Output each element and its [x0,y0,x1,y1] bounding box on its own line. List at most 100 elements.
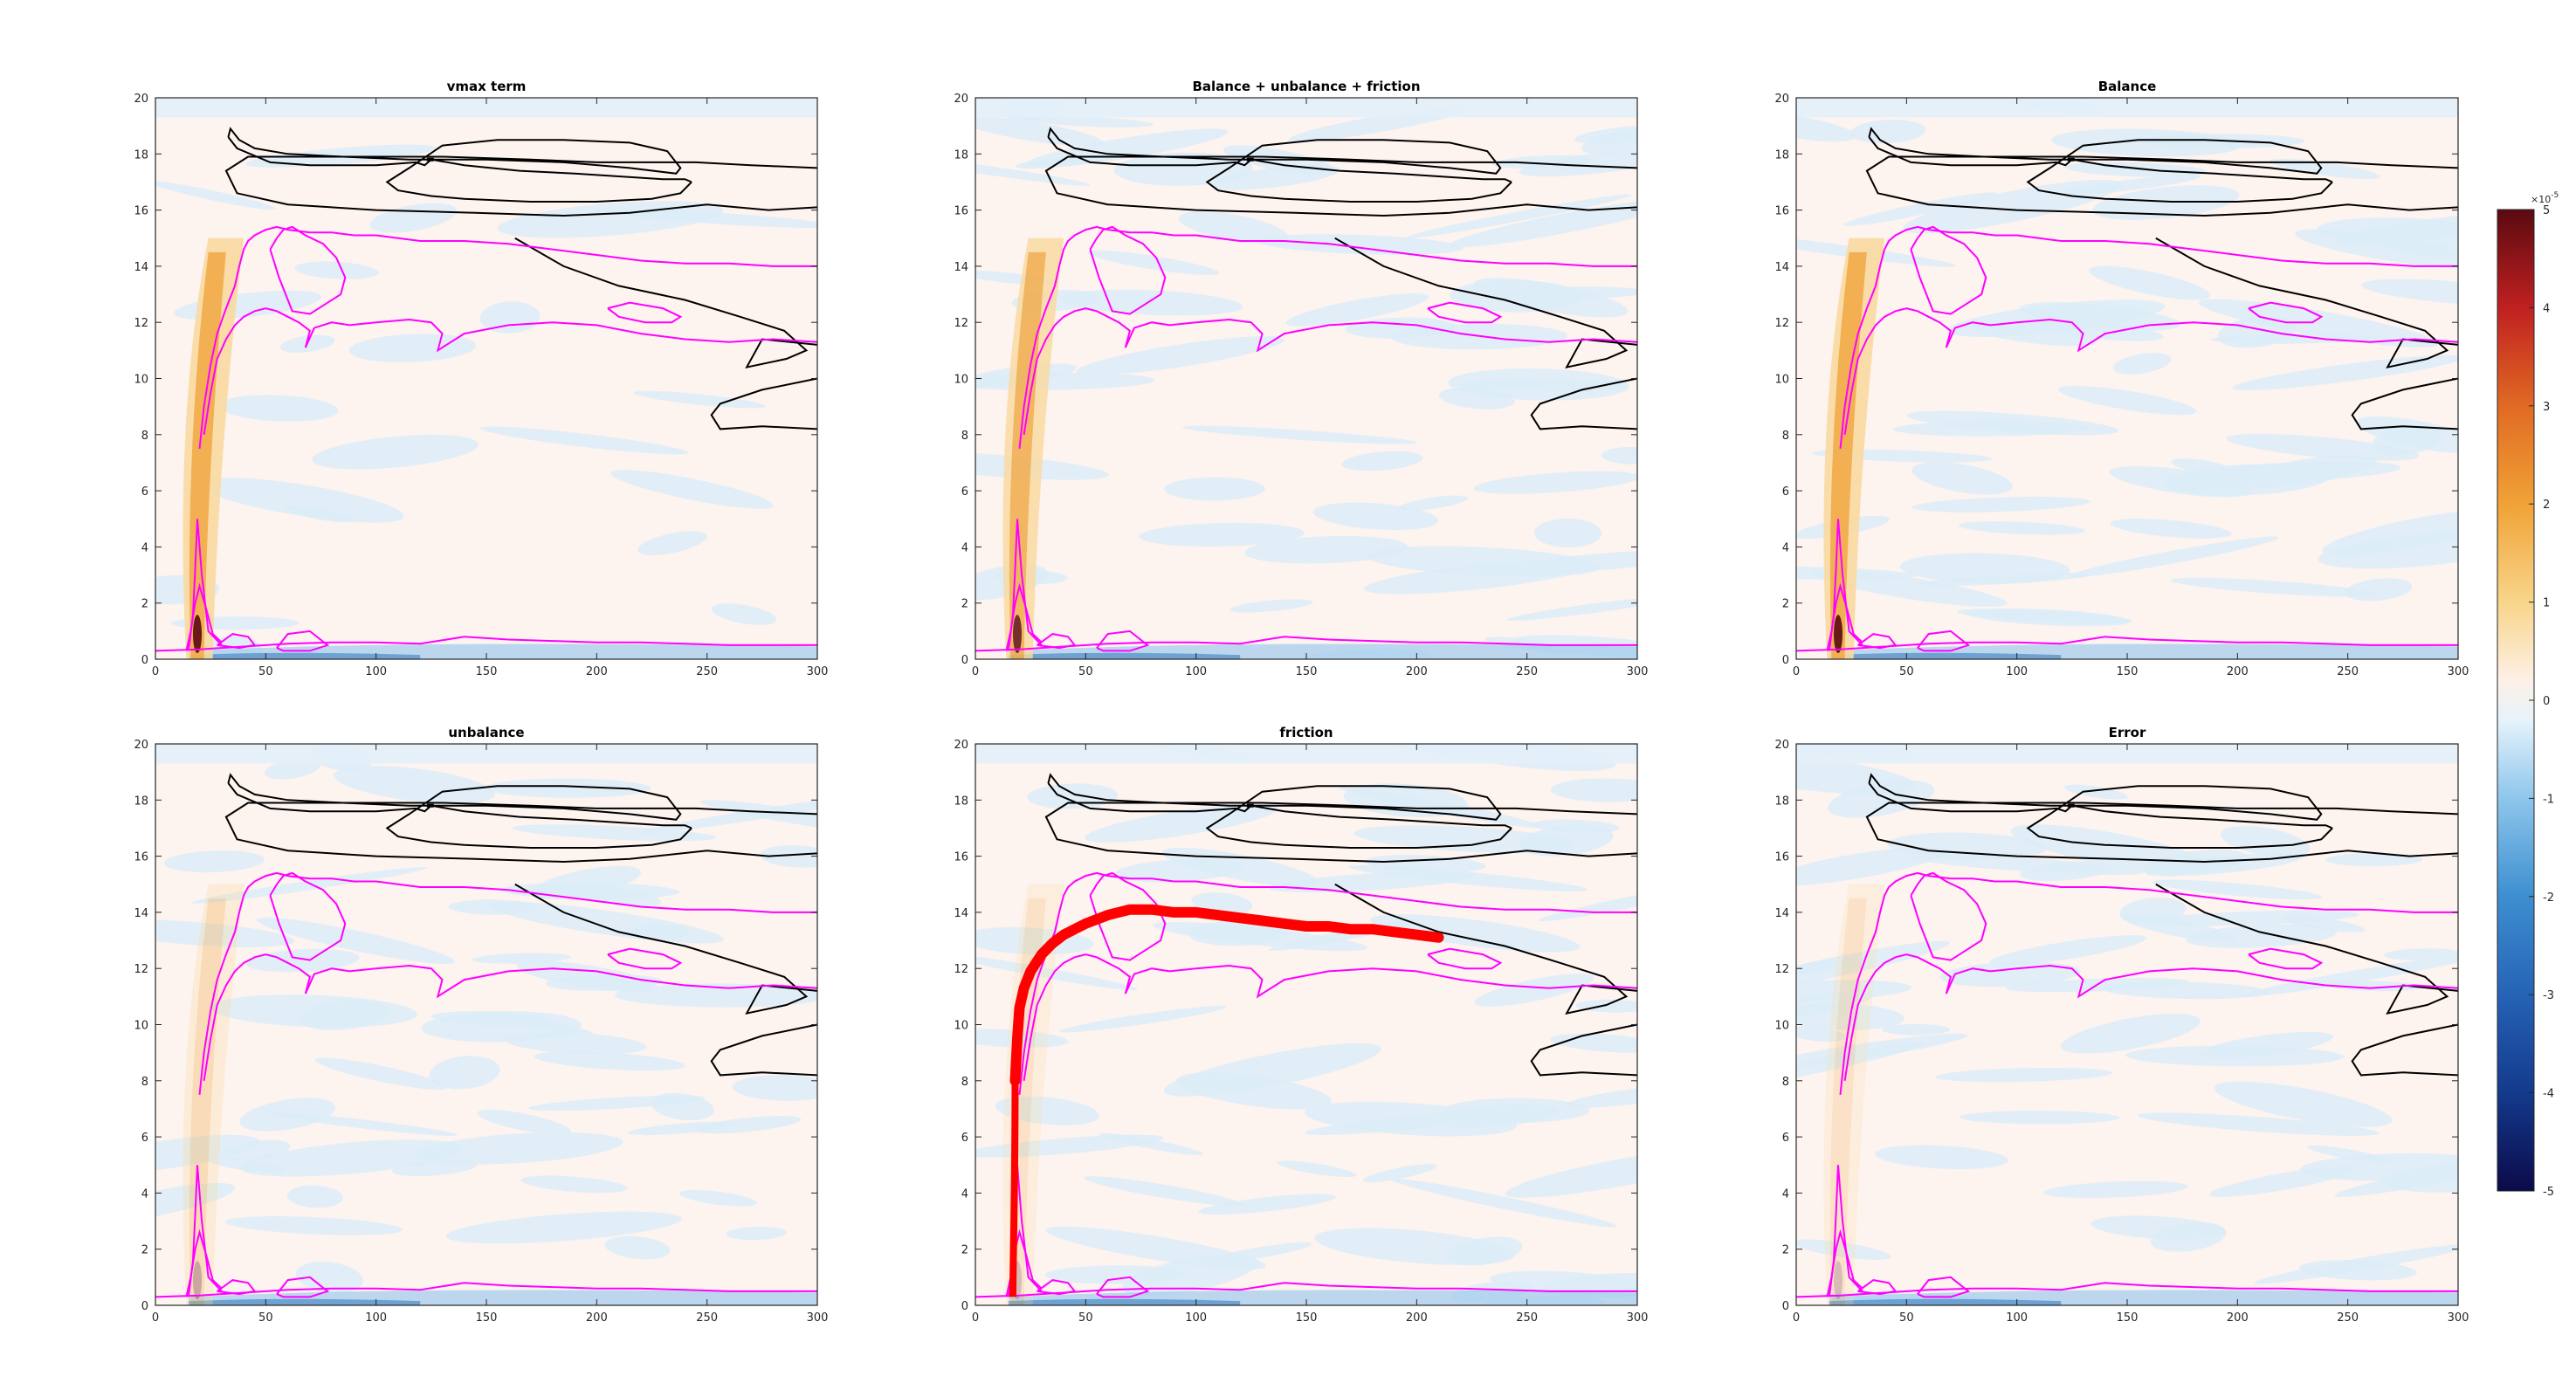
field-streak [1229,599,1313,613]
field-streak [1059,1006,1227,1033]
magenta-contour [276,630,330,652]
black-contour [1530,1023,1638,1077]
field-streak [445,1211,682,1244]
field-streak [1399,495,1468,511]
field-streak [163,850,265,873]
field-streak [2372,425,2442,457]
black-contour [1047,127,1512,203]
magenta-contour [1795,1282,2458,1298]
field-streak [1911,496,2090,513]
black-contour [227,136,692,183]
field-streak [1446,1236,1523,1266]
y-tick-label: 4 [1782,1187,1789,1201]
field-streak [2043,1180,2188,1199]
magenta-contour [1843,953,2459,1081]
field-streak [224,1216,403,1235]
eyewall-plume [1002,237,1064,659]
y-tick-label: 12 [134,963,148,976]
x-tick-label: 150 [476,665,498,678]
field-streak [1565,1084,1637,1108]
field-streak [245,948,360,973]
field-streak [1277,1160,1357,1178]
field-streak [2361,279,2458,306]
field-streak [1139,522,1305,547]
y-tick-label: 18 [1774,148,1789,162]
y-tick-label: 8 [961,430,968,443]
colorbar-tick-label: 2 [2543,499,2550,512]
field-streak [287,1185,343,1208]
magenta-contour [269,225,347,315]
x-tick-label: 150 [2117,1311,2139,1325]
field-streak [1182,425,1418,444]
x-tick-label: 50 [1078,665,1093,678]
field-streak [2058,385,2197,416]
field-streak [711,603,777,625]
y-tick-label: 0 [961,1300,968,1313]
black-contour [710,377,818,430]
field-streak [1989,935,2147,966]
field-streak [1312,502,1439,531]
plume-outer [1823,884,1885,1305]
y-tick-label: 14 [954,907,968,920]
plume-inner [189,251,226,659]
field-streak [2061,1014,2201,1054]
y-tick-label: 2 [1782,598,1789,611]
y-tick-label: 6 [961,485,968,499]
field-streak [596,208,817,228]
field-streak [239,1098,336,1132]
field-streak [1198,1194,1336,1215]
magenta-contour [203,307,818,435]
field-streak [1796,846,1946,886]
black-contour [1530,377,1638,430]
field-streak [1796,991,1871,1017]
field-streak [2241,953,2458,997]
friction-curve [1009,904,1444,1086]
field-streak [2334,1153,2458,1197]
field-streak [2092,185,2240,220]
field-streak [1209,164,1340,190]
black-contour [2155,883,2459,1015]
y-tick-label: 6 [1782,1132,1789,1145]
friction-curve-stem [1009,1080,1019,1297]
y-tick-label: 10 [954,1020,968,1033]
black-contour [1044,155,1638,217]
y-tick-label: 4 [1782,541,1789,554]
x-tick-label: 50 [1078,1311,1093,1325]
panels-layer: 0 50 100 150 200 250 30002468101214161820vmax … [134,79,2469,1325]
panel-friction: 0 50 100 150 200 250 300 0 2 4 6 8 10 12 14 16 18 20 frict… [954,725,1648,1325]
magenta-contour [1037,1279,1077,1296]
field-background [155,98,817,659]
magenta-contour [155,636,817,652]
field-streak [732,1075,817,1101]
x-tick-label: 150 [476,1311,498,1325]
field-streak [1370,914,1581,953]
field-streak [1534,519,1602,547]
black-contour [1047,782,1512,829]
field-streak [1474,974,1595,1007]
field-streak [1176,1072,1333,1110]
field-streak [312,434,479,470]
field-streak [1796,114,1856,142]
magenta-contour [1839,225,2458,450]
field-texture [155,744,817,1305]
magenta-contour [2248,947,2324,970]
magenta-contour [1917,630,1971,652]
field-streak [512,824,717,842]
black-contour [1865,802,2459,864]
field-streak [2152,879,2323,900]
eyewall-plume [1823,237,1885,659]
panel-title: Error [2109,725,2146,740]
plume-inner [1829,898,1867,1305]
y-tick-label: 8 [141,1076,148,1089]
field-streak [1044,1265,1186,1284]
field-streak [1406,194,1632,238]
magenta-contour [1427,301,1503,324]
x-tick-label: 0 [972,665,979,678]
field-streak [1505,1146,1637,1198]
magenta-contour [1005,582,1043,651]
field-streak [1575,999,1637,1013]
black-contour [2351,1023,2459,1077]
x-tick-label: 100 [365,665,387,678]
x-tick-label: 0 [152,665,159,678]
colorbar-tick-label: 3 [2543,401,2550,414]
